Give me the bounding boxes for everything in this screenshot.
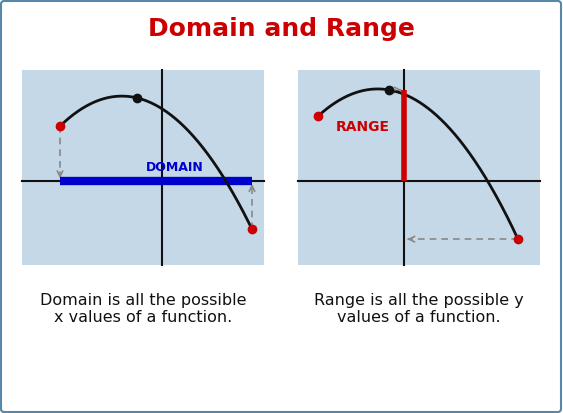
Bar [22,71,264,266]
Text: Domain is all the possible
x values of a function.: Domain is all the possible x values of a… [40,292,246,325]
Bar [298,71,540,266]
Text: DOMAIN: DOMAIN [146,161,204,174]
Text: Domain and Range: Domain and Range [148,17,414,41]
Text: Range is all the possible y
values of a function.: Range is all the possible y values of a … [314,292,524,325]
Text: RANGE: RANGE [336,119,390,133]
